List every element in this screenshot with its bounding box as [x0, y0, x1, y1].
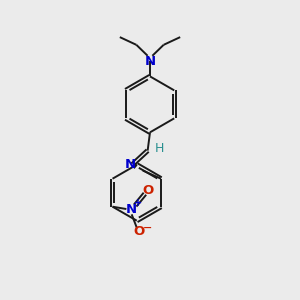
- Text: H: H: [155, 142, 164, 155]
- Text: N: N: [144, 55, 156, 68]
- Text: N: N: [126, 202, 137, 215]
- Text: N: N: [124, 158, 136, 171]
- Text: O: O: [143, 184, 154, 197]
- Text: +: +: [134, 198, 142, 208]
- Text: O: O: [134, 225, 145, 238]
- Text: −: −: [142, 223, 152, 233]
